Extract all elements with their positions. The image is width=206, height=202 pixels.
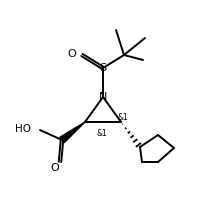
Polygon shape (60, 122, 85, 143)
Text: &1: &1 (97, 128, 108, 138)
Text: O: O (67, 49, 76, 59)
Text: O: O (51, 163, 59, 173)
Text: HO: HO (15, 124, 31, 134)
Text: N: N (99, 92, 107, 102)
Text: &1: &1 (118, 113, 129, 121)
Text: S: S (99, 63, 107, 73)
